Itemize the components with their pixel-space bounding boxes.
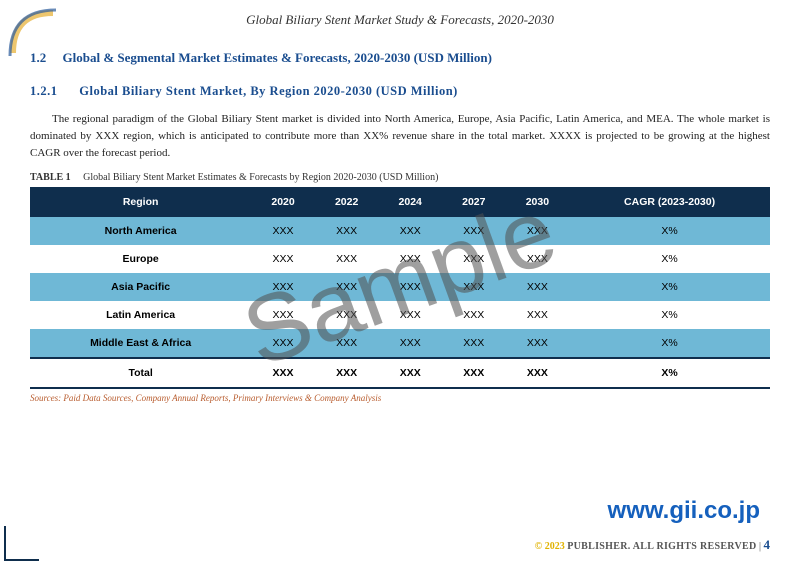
col-2022: 2022 [315, 187, 379, 217]
table-row: Asia Pacific XXX XXX XXX XXX XXX X% [30, 273, 770, 301]
document-page: Global Biliary Stent Market Study & Fore… [0, 0, 800, 565]
table-row: Middle East & Africa XXX XXX XXX XXX XXX… [30, 329, 770, 358]
cell-value: XXX [442, 217, 506, 245]
col-2020: 2020 [251, 187, 315, 217]
page-footer: © 2023 PUBLISHER. ALL RIGHTS RESERVED | … [535, 537, 770, 553]
region-data-table: Region 2020 2022 2024 2027 2030 CAGR (20… [30, 187, 770, 387]
cell-value: XXX [251, 217, 315, 245]
logo-corner [8, 8, 58, 58]
cell-value: X% [569, 358, 770, 387]
col-2030: 2030 [506, 187, 570, 217]
table-caption: TABLE 1 Global Biliary Stent Market Esti… [30, 172, 770, 183]
table-caption-text: Global Biliary Stent Market Estimates & … [83, 172, 438, 183]
cell-value: X% [569, 329, 770, 358]
cell-value: XXX [506, 217, 570, 245]
table-row: Latin America XXX XXX XXX XXX XXX X% [30, 301, 770, 329]
sources-note: Sources: Paid Data Sources, Company Annu… [30, 393, 770, 403]
subsection-heading: Global Biliary Stent Market, By Region 2… [79, 84, 458, 98]
cell-value: XXX [506, 273, 570, 301]
cell-value: XXX [378, 217, 442, 245]
cell-value: XXX [315, 245, 379, 273]
cell-value: XXX [378, 273, 442, 301]
cell-value: X% [569, 301, 770, 329]
body-paragraph: The regional paradigm of the Global Bili… [30, 111, 770, 162]
table-header-row: Region 2020 2022 2024 2027 2030 CAGR (20… [30, 187, 770, 217]
cell-region: Europe [30, 245, 251, 273]
cell-value: XXX [506, 301, 570, 329]
cell-value: XXX [442, 301, 506, 329]
table-row: North America XXX XXX XXX XXX XXX X% [30, 217, 770, 245]
col-2024: 2024 [378, 187, 442, 217]
cell-value: XXX [378, 329, 442, 358]
cell-value: XXX [442, 358, 506, 387]
page-header-title: Global Biliary Stent Market Study & Fore… [0, 0, 800, 28]
table-body: North America XXX XXX XXX XXX XXX X% Eur… [30, 217, 770, 387]
table-bottom-border [30, 387, 770, 389]
footer-separator: | [759, 541, 761, 552]
cell-value: XXX [378, 358, 442, 387]
cell-value: XXX [378, 301, 442, 329]
section-heading: Global & Segmental Market Estimates & Fo… [63, 50, 492, 65]
cell-value: XXX [251, 329, 315, 358]
footer-page-number: 4 [764, 537, 771, 552]
cell-value: XXX [251, 301, 315, 329]
section-title: 1.2 Global & Segmental Market Estimates … [30, 50, 770, 66]
cell-value: XXX [378, 245, 442, 273]
cell-region: Total [30, 358, 251, 387]
footer-publisher: PUBLISHER. ALL RIGHTS RESERVED [567, 541, 756, 552]
cell-value: XXX [251, 245, 315, 273]
url-stamp: www.gii.co.jp [608, 497, 760, 525]
col-2027: 2027 [442, 187, 506, 217]
cell-region: North America [30, 217, 251, 245]
table-row: Europe XXX XXX XXX XXX XXX X% [30, 245, 770, 273]
cell-value: XXX [315, 217, 379, 245]
cell-region: Asia Pacific [30, 273, 251, 301]
cell-value: XXX [442, 329, 506, 358]
cell-value: X% [569, 217, 770, 245]
cell-value: XXX [442, 273, 506, 301]
col-cagr: CAGR (2023-2030) [569, 187, 770, 217]
table-row-total: Total XXX XXX XXX XXX XXX X% [30, 358, 770, 387]
cell-value: XXX [506, 245, 570, 273]
col-region: Region [30, 187, 251, 217]
cell-value: XXX [442, 245, 506, 273]
cell-value: XXX [315, 358, 379, 387]
cell-region: Middle East & Africa [30, 329, 251, 358]
cell-value: XXX [251, 273, 315, 301]
cell-value: XXX [315, 329, 379, 358]
cell-region: Latin America [30, 301, 251, 329]
subsection-title: 1.2.1 Global Biliary Stent Market, By Re… [30, 84, 770, 99]
footer-copyright: © 2023 [535, 541, 565, 552]
cell-value: XXX [315, 301, 379, 329]
cell-value: XXX [315, 273, 379, 301]
subsection-number: 1.2.1 [30, 84, 58, 98]
cell-value: X% [569, 245, 770, 273]
corner-border-icon [4, 526, 39, 561]
cell-value: XXX [506, 358, 570, 387]
cell-value: XXX [506, 329, 570, 358]
cell-value: X% [569, 273, 770, 301]
table-label: TABLE 1 [30, 172, 71, 183]
cell-value: XXX [251, 358, 315, 387]
